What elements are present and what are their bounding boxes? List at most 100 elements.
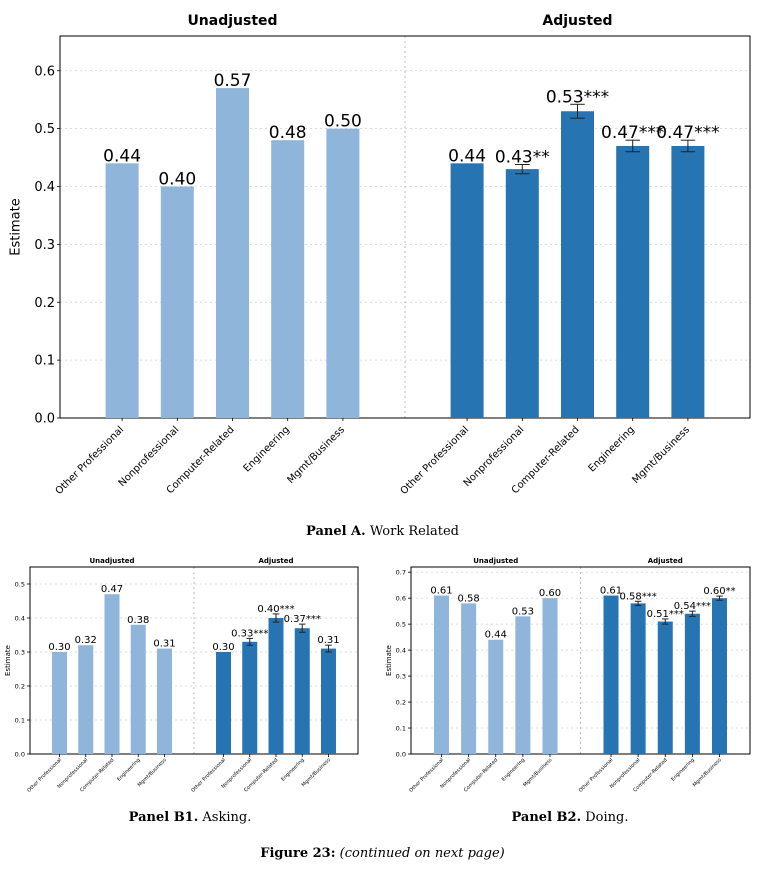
category-label: Nonprofessional [117,424,182,489]
data-label: 0.40*** [257,604,294,615]
y-tick-label: 0.4 [396,646,406,654]
panel-b2-text: Doing. [585,810,629,825]
category-label: Engineering [242,424,292,474]
data-label: 0.58*** [619,591,656,602]
data-label: 0.44 [103,146,141,166]
y-tick-label: 0.1 [15,716,25,724]
y-tick-label: 0.3 [15,648,25,656]
data-label: 0.53*** [546,87,609,107]
y-tick-label: 0.5 [15,580,25,588]
y-tick-label: 0.2 [15,682,25,690]
category-label: Mgmt/Business [522,757,553,788]
y-axis-label: Estimate [9,198,24,255]
plot-frame [29,566,359,755]
y-tick-label: 0.3 [396,672,406,680]
y-tick-label: 0.5 [34,122,55,137]
y-axis-label: Estimate [4,645,12,676]
bar-adjusted [242,641,258,754]
category-label: Engineering [116,757,141,782]
data-label: 0.58 [457,593,479,604]
bar-unadjusted [216,88,249,418]
bar-adjusted [684,613,700,754]
category-label: Nonprofessional [462,424,527,489]
category-label: Other Professional [190,757,227,794]
category-label: Other Professional [578,757,615,794]
y-tick-label: 0.2 [34,296,55,311]
figure-text: (continued on next page) [339,846,505,861]
bar-unadjusted [434,595,450,754]
y-tick-label: 0.7 [396,568,406,576]
figure-label: Figure 23: [260,846,336,861]
plot-frame [59,35,751,419]
data-label: 0.53 [512,606,534,617]
panel-b1-label: Panel B1. [128,810,199,825]
section-title-adjusted: Adjusted [648,557,683,565]
category-label: Mgmt/Business [285,424,347,486]
chart-panel-a: 0.0 0.1 0.2 0.3 0.4 0.5 0.6 Estimate Unadjusted 0… [9,13,751,497]
category-label: Other Professional [408,757,445,794]
bar-unadjusted [160,186,194,418]
category-label: Mgmt/Business [692,757,723,788]
bar-adjusted [630,603,646,754]
bar-adjusted [603,595,619,754]
data-label: 0.61 [600,586,622,597]
data-label: 0.32 [75,635,97,646]
bar-adjusted [450,163,484,418]
data-label: 0.57 [214,71,252,91]
category-label: Mgmt/Business [630,424,692,486]
data-label: 0.38 [127,615,149,626]
y-tick-label: 0.6 [396,594,406,602]
panel-b1-caption: Panel B1. Asking. [10,810,370,825]
y-tick-label: 0.0 [15,750,25,758]
chart-panel-b1: 0.0 0.1 0.2 0.3 0.4 0.5 Estimate Unadjusted 0.30… [4,557,359,794]
y-tick-label: 0.0 [396,750,406,758]
bar-adjusted [671,145,705,418]
panel-a-text: Work Related [369,524,459,539]
data-label: 0.60** [703,586,735,597]
bar-adjusted [505,169,539,418]
data-label: 0.60 [539,588,561,599]
panel-b2-label: Panel B2. [511,810,582,825]
bar-unadjusted [488,639,504,754]
category-label: Engineering [501,757,526,782]
bar-adjusted [216,652,232,754]
section-title-adjusted: Adjusted [258,557,293,565]
y-tick-label: 0.0 [34,412,55,427]
bar-unadjusted [52,652,68,754]
data-label: 0.54*** [674,601,711,612]
data-label: 0.48 [269,123,307,143]
y-tick-label: 0.1 [396,724,406,732]
data-label: 0.51*** [647,609,684,620]
y-tick-label: 0.4 [34,180,55,195]
bar-adjusted [268,618,284,754]
bar-unadjusted [130,624,146,754]
bar-adjusted [657,621,673,754]
data-label: 0.31 [317,635,339,646]
bar-unadjusted [461,603,477,754]
bar-adjusted [561,111,594,418]
y-tick-label: 0.6 [34,64,55,79]
y-tick-label: 0.2 [396,698,406,706]
bar-adjusted [294,628,310,754]
panel-b1-text: Asking. [202,810,252,825]
data-label: 0.37*** [284,614,321,625]
y-tick-label: 0.4 [15,614,25,622]
bar-adjusted [711,598,727,754]
data-label: 0.30 [48,642,70,653]
y-tick-label: 0.5 [396,620,406,628]
category-label: Other Professional [26,757,63,794]
panel-a-caption: Panel A. Work Related [0,524,765,539]
category-label: Engineering [670,757,695,782]
bar-adjusted [616,145,650,418]
bar-unadjusted [78,645,94,754]
section-title-adjusted: Adjusted [542,13,612,29]
chart-panel-b2: 0.0 0.1 0.2 0.3 0.4 0.5 0.6 0.7 Estimate Unadjust… [385,557,751,794]
bar-unadjusted [271,140,305,418]
data-label: 0.33*** [231,628,268,639]
category-label: Other Professional [399,424,472,497]
category-label: Engineering [280,757,305,782]
data-label: 0.47*** [601,123,664,143]
bar-unadjusted [515,616,531,754]
data-label: 0.30 [212,642,234,653]
